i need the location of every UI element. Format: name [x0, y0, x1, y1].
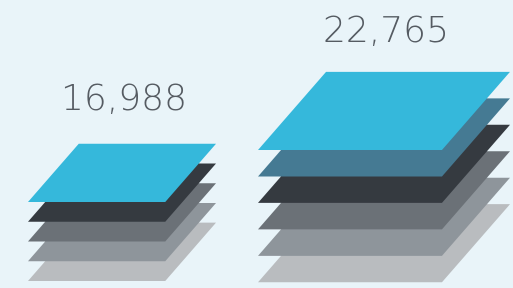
value-label: 16,988 — [61, 78, 187, 119]
page: {"chart_data": {"type": "layered-stack",… — [0, 0, 513, 288]
value-label: 22,765 — [323, 10, 449, 51]
chart: 16,988 22,765 — [0, 0, 513, 288]
